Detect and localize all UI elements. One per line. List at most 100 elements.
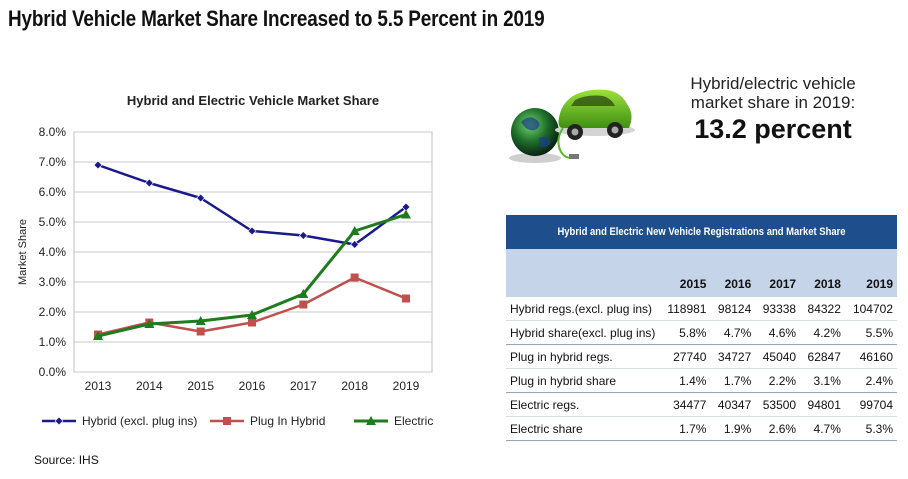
table-cell: 62847 — [800, 344, 845, 369]
table-cell: 1.7% — [710, 368, 756, 393]
table-row: Electric regs. 34477 40347 53500 94801 9… — [506, 392, 897, 417]
table-row: Hybrid regs.(excl. plug ins) 118981 9812… — [506, 297, 897, 321]
data-point — [401, 209, 411, 219]
data-point — [93, 160, 103, 170]
row-label: Plug in hybrid share — [506, 368, 660, 393]
data-point — [350, 240, 360, 249]
data-point — [196, 193, 206, 203]
table-cell: 3.1% — [800, 368, 845, 393]
data-point — [350, 273, 359, 282]
table-cell: 5.5% — [844, 320, 897, 345]
table-cell: 5.3% — [844, 416, 897, 441]
table-cell: 2.4% — [844, 368, 897, 393]
data-point — [298, 231, 308, 240]
table-cell: 2.6% — [755, 416, 801, 441]
data-point — [93, 331, 103, 340]
table-cell: 4.7% — [800, 416, 845, 441]
table-cell: 34477 — [659, 392, 711, 417]
source-note: Source: IHS — [34, 453, 99, 467]
legend-swatch-marker — [366, 416, 376, 425]
y-tick-label: 0.0% — [39, 365, 67, 379]
table-cell: 4.6% — [755, 320, 801, 345]
table-row: Plug in hybrid share 1.4% 1.7% 2.2% 3.1%… — [506, 368, 897, 393]
headline: Hybrid Vehicle Market Share Increased to… — [8, 6, 545, 31]
y-tick-label: 4.0% — [39, 245, 67, 259]
table-cell: 4.2% — [800, 320, 845, 345]
row-label: Electric share — [506, 416, 660, 441]
table-header-row: 2015 2016 2017 2018 2019 — [506, 249, 897, 297]
table-cell: 2.2% — [755, 368, 801, 393]
data-point — [196, 327, 205, 336]
table-cell: 4.7% — [710, 320, 756, 345]
table-cell: 99704 — [844, 392, 897, 417]
table-cell: 45040 — [755, 344, 801, 369]
legend-label: Electric — [394, 414, 433, 428]
callout-value: 13.2 percent — [694, 114, 852, 144]
callout-line-2: market share in 2019: — [690, 93, 856, 112]
table-cell: 53500 — [755, 392, 801, 417]
table-cell: 118981 — [659, 297, 711, 321]
callout-line-1: Hybrid/electric vehicle — [690, 74, 856, 93]
row-label: Hybrid regs.(excl. plug ins) — [506, 297, 660, 321]
legend-swatch-marker — [54, 416, 64, 426]
x-tick-label: 2018 — [341, 379, 368, 393]
table-cell: 98124 — [710, 297, 756, 321]
data-point — [299, 300, 308, 309]
data-point — [298, 289, 309, 298]
x-tick-label: 2013 — [85, 379, 112, 393]
table-header-year: 2015 — [679, 277, 707, 291]
table-row: Electric share 1.7% 1.9% 2.6% 4.7% 5.3% — [506, 416, 897, 441]
y-tick-label: 2.0% — [39, 305, 67, 319]
legend-label: Plug In Hybrid — [250, 414, 325, 428]
table-header-year: 2018 — [814, 277, 841, 291]
table-cell: 27740 — [659, 344, 711, 369]
x-tick-label: 2017 — [290, 379, 317, 393]
registrations-table: Hybrid and Electric New Vehicle Registra… — [506, 215, 897, 441]
data-point — [195, 316, 206, 325]
x-tick-label: 2016 — [239, 379, 266, 393]
table-header-year: 2019 — [866, 277, 893, 291]
table-cell: 1.9% — [710, 416, 756, 441]
row-label: Electric regs. — [506, 392, 660, 417]
table-row: Hybrid share(excl. plug ins) 5.8% 4.7% 4… — [506, 320, 897, 345]
legend-label: Hybrid (excl. plug ins) — [82, 414, 197, 428]
table-row: Plug in hybrid regs. 27740 34727 45040 6… — [506, 344, 897, 369]
line-chart: Hybrid and Electric Vehicle Market Share… — [17, 93, 433, 428]
table-cell: 34727 — [710, 344, 756, 369]
row-label: Hybrid share(excl. plug ins) — [506, 320, 660, 345]
y-tick-label: 3.0% — [39, 275, 67, 289]
table-cell: 1.7% — [659, 416, 711, 441]
data-point — [349, 226, 360, 235]
x-tick-label: 2014 — [136, 379, 163, 393]
data-point — [144, 178, 154, 188]
table-cell: 1.4% — [659, 368, 711, 393]
table-cell: 94801 — [800, 392, 845, 417]
y-tick-label: 6.0% — [39, 185, 67, 199]
y-tick-label: 1.0% — [39, 335, 67, 349]
legend-swatch-marker — [223, 417, 231, 425]
table-title: Hybrid and Electric New Vehicle Registra… — [506, 215, 897, 249]
table-cell: 40347 — [710, 392, 756, 417]
market-share-callout: Hybrid/electric vehicle market share in … — [650, 74, 896, 144]
data-point — [144, 319, 155, 328]
y-tick-label: 7.0% — [39, 155, 67, 169]
car-globe-illustration — [509, 89, 635, 163]
chart-title: Hybrid and Electric Vehicle Market Share — [127, 93, 379, 108]
table-cell: 104702 — [844, 297, 897, 321]
data-point — [247, 310, 257, 319]
table-cell: 93338 — [755, 297, 801, 321]
table-header-label — [506, 249, 659, 297]
data-point — [247, 226, 257, 236]
table-header-year: 2017 — [769, 277, 797, 291]
y-axis-label: Market Share — [17, 219, 29, 285]
table-header-year: 2016 — [724, 277, 752, 291]
table-cell: 46160 — [844, 344, 897, 369]
y-tick-label: 5.0% — [39, 215, 67, 229]
data-point — [248, 318, 256, 327]
table-cell: 84322 — [800, 297, 845, 321]
x-tick-label: 2019 — [393, 379, 420, 393]
data-point — [402, 294, 410, 303]
table-cell: 5.8% — [659, 320, 711, 345]
y-tick-label: 8.0% — [39, 125, 67, 139]
row-label: Plug in hybrid regs. — [506, 344, 660, 369]
